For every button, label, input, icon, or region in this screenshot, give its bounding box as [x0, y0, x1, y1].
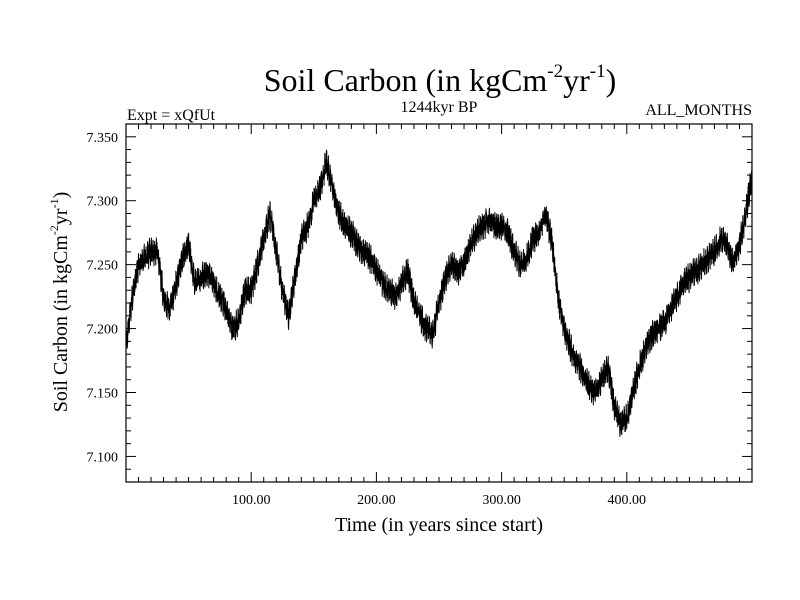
chart-title-close: ): [606, 62, 617, 98]
x-tick-label: 400.00: [608, 493, 647, 508]
y-tick-label: 7.100: [87, 450, 119, 465]
y-axis-tick-labels: 7.100 7.150 7.200 7.250 7.300 7.350: [87, 131, 119, 466]
y-axis-label: Soil Carbon (in kgCm-2yr-1): [47, 192, 72, 413]
chart-title-base: Soil Carbon (in kgCm: [264, 62, 548, 98]
y-tick-label: 7.150: [87, 387, 119, 402]
x-tick-label: 300.00: [482, 493, 521, 508]
period-label: 1244kyr BP: [401, 99, 478, 116]
x-axis-label: Time (in years since start): [335, 514, 543, 536]
y-tick-label: 7.250: [87, 259, 119, 274]
months-label: ALL_MONTHS: [645, 102, 752, 119]
x-axis-ticks: [138, 124, 740, 482]
chart-title-exponent-1: -2: [547, 61, 563, 82]
x-tick-label: 100.00: [232, 493, 271, 508]
x-axis-tick-labels: 100.00 200.00 300.00 400.00: [232, 493, 646, 508]
series-group: [126, 149, 752, 438]
y-tick-label: 7.300: [87, 195, 119, 210]
y-tick-label: 7.200: [87, 323, 119, 338]
chart-title-exponent-2: -1: [590, 61, 606, 82]
x-tick-label: 200.00: [357, 493, 396, 508]
y-axis-label-unit-yr: yr: [50, 208, 72, 225]
y-tick-label: 7.350: [87, 131, 119, 146]
soil-carbon-series-line: [126, 149, 752, 438]
y-axis-label-base: Soil Carbon (in kgCm: [50, 235, 72, 413]
chart-title-unit-yr: yr: [563, 62, 590, 98]
y-axis-label-close: ): [50, 192, 72, 199]
experiment-label: Expt = xQfUt: [127, 107, 216, 124]
y-axis-label-exponent-2: -1: [47, 198, 61, 208]
y-axis-label-exponent-1: -2: [47, 225, 61, 235]
chart-title: Soil Carbon (in kgCm-2yr-1): [264, 61, 617, 98]
